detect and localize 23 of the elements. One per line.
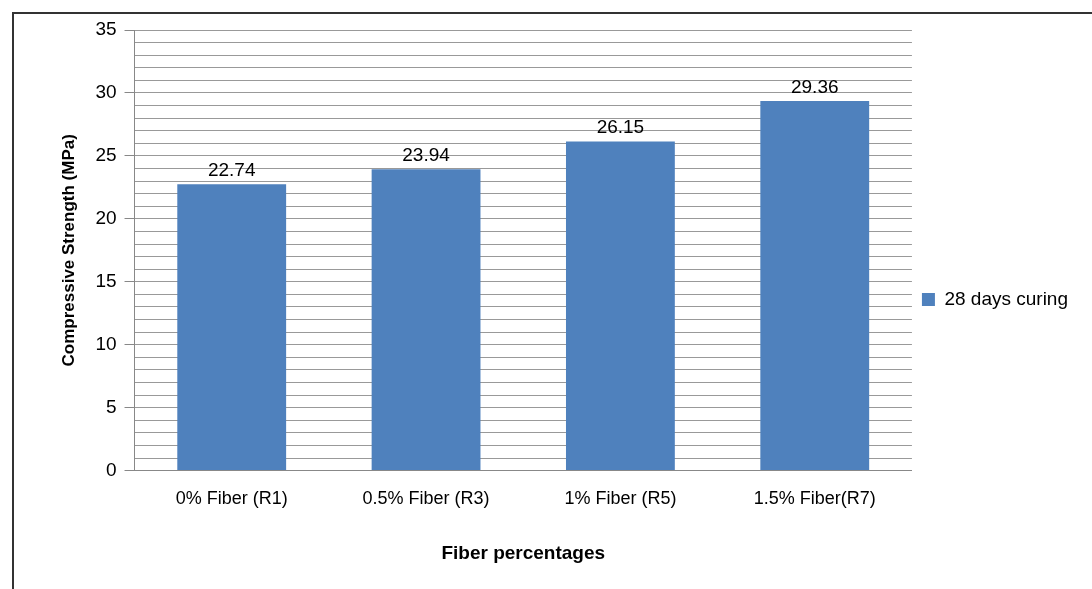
legend-label: 28 days curing [944,287,1068,309]
data-label: 26.15 [596,116,645,138]
x-tick-label: 1% Fiber (R5) [564,488,677,509]
bar [760,101,870,471]
data-label: 22.74 [207,159,256,181]
x-axis-title: Fiber percentages [441,541,606,563]
bar [371,169,481,471]
x-tick-label: 1.5% Fiber(R7) [753,488,876,509]
y-tick-label: 25 [95,144,117,166]
y-tick-label: 30 [95,81,117,103]
y-tick-label: 5 [105,395,117,417]
data-label: 29.36 [790,75,839,97]
x-tick-label: 0% Fiber (R1) [175,488,288,509]
x-tick-label: 0.5% Fiber (R3) [362,488,490,509]
bar [177,184,287,471]
y-tick-label: 20 [95,207,117,229]
bar [565,141,675,471]
y-tick-label: 0 [105,458,117,480]
y-axis-title: Compressive Strength (MPa) [58,134,78,367]
y-tick-label: 35 [95,18,117,40]
y-tick-label: 10 [95,332,117,354]
y-tick-label: 15 [95,270,117,292]
data-label: 23.94 [402,143,451,165]
